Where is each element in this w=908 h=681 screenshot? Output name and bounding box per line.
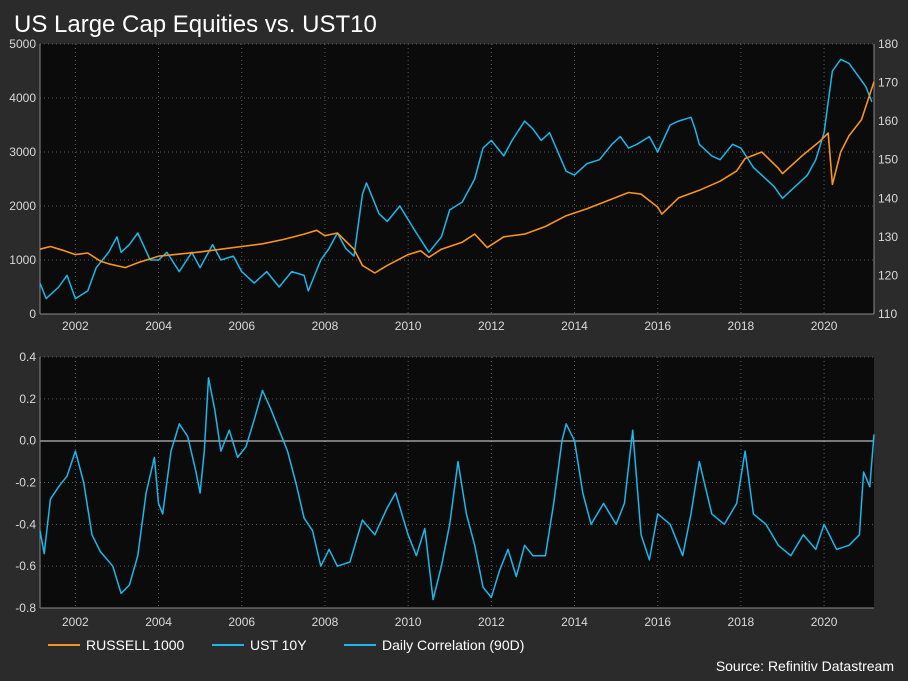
bottom-x-tick-label: 2018 [728,615,755,629]
bottom-left-tick-label: 0.4 [19,350,36,364]
legend-label-russell-1000: RUSSELL 1000 [86,637,185,653]
bottom-left-tick-labels: 0.4 0.2 0.0 -0.2 -0.4 -0.6 -0.8 [15,350,36,615]
top-left-tick-label: 4000 [9,91,36,105]
bottom-x-tick-label: 2010 [395,615,422,629]
bottom-left-tick-label: -0.2 [15,476,36,490]
bottom-x-tick-label: 2004 [145,615,172,629]
bottom-x-tick-label: 2008 [312,615,339,629]
bottom-x-tick-label: 2014 [561,615,588,629]
top-right-tick-labels: 110 120 130 140 150 160 170 180 [878,37,898,321]
top-x-tick-label: 2004 [145,319,172,333]
top-right-tick-label: 140 [878,191,898,205]
top-x-tick-label: 2002 [62,319,89,333]
top-x-tick-label: 2012 [478,319,505,333]
top-left-tick-labels: 0 1000 2000 3000 4000 5000 [9,37,36,321]
top-x-tick-label: 2008 [312,319,339,333]
top-left-tick-label: 2000 [9,199,36,213]
top-x-tick-label: 2014 [561,319,588,333]
bottom-x-tick-label: 2016 [644,615,671,629]
top-x-tick-labels: 2002 2004 2006 2008 2010 2012 2014 2016 2018 2020 [62,319,838,333]
bottom-x-tick-label: 2006 [228,615,255,629]
top-right-tick-label: 180 [878,37,898,51]
bottom-axes [39,357,874,609]
top-right-tick-label: 160 [878,114,898,128]
bottom-left-tick-label: -0.4 [15,517,36,531]
russell-1000-series-line [39,81,875,274]
bottom-x-tick-label: 2020 [811,615,838,629]
top-x-tick-label: 2016 [644,319,671,333]
top-panel [40,44,874,314]
bottom-left-tick-label: -0.6 [15,559,36,573]
legend: RUSSELL 1000 UST 10Y Daily Correlation (… [48,637,524,653]
top-axes [39,44,875,315]
top-x-tick-label: 2010 [395,319,422,333]
top-x-tick-label: 2020 [811,319,838,333]
bottom-left-tick-label: 0.2 [19,392,36,406]
top-right-tick-label: 110 [878,307,897,321]
top-left-tick-label: 5000 [9,37,36,51]
top-left-tick-label: 1000 [9,253,36,267]
legend-label-daily-correlation: Daily Correlation (90D) [382,637,524,653]
legend-label-ust-10y: UST 10Y [250,637,307,653]
bottom-left-tick-label: -0.8 [15,601,36,615]
top-x-tick-label: 2018 [728,319,755,333]
top-right-tick-label: 150 [878,153,898,167]
source-note: Source: Refinitiv Datastream [716,658,894,674]
bottom-left-tick-label: 0.0 [19,434,36,448]
top-right-tick-label: 130 [878,230,898,244]
top-x-tick-label: 2006 [228,319,255,333]
ust-10y-series-line [39,58,873,300]
top-left-tick-label: 3000 [9,145,36,159]
bottom-x-tick-label: 2002 [62,615,89,629]
chart-title: US Large Cap Equities vs. UST10 [14,11,377,38]
bottom-x-tick-labels: 2002 2004 2006 2008 2010 2012 2014 2016 2018 2020 [62,615,838,629]
top-right-tick-label: 120 [878,268,898,282]
top-left-tick-label: 0 [29,307,36,321]
top-right-tick-label: 170 [878,76,898,90]
daily-correlation-series-line [39,377,875,601]
bottom-x-tick-label: 2012 [478,615,505,629]
